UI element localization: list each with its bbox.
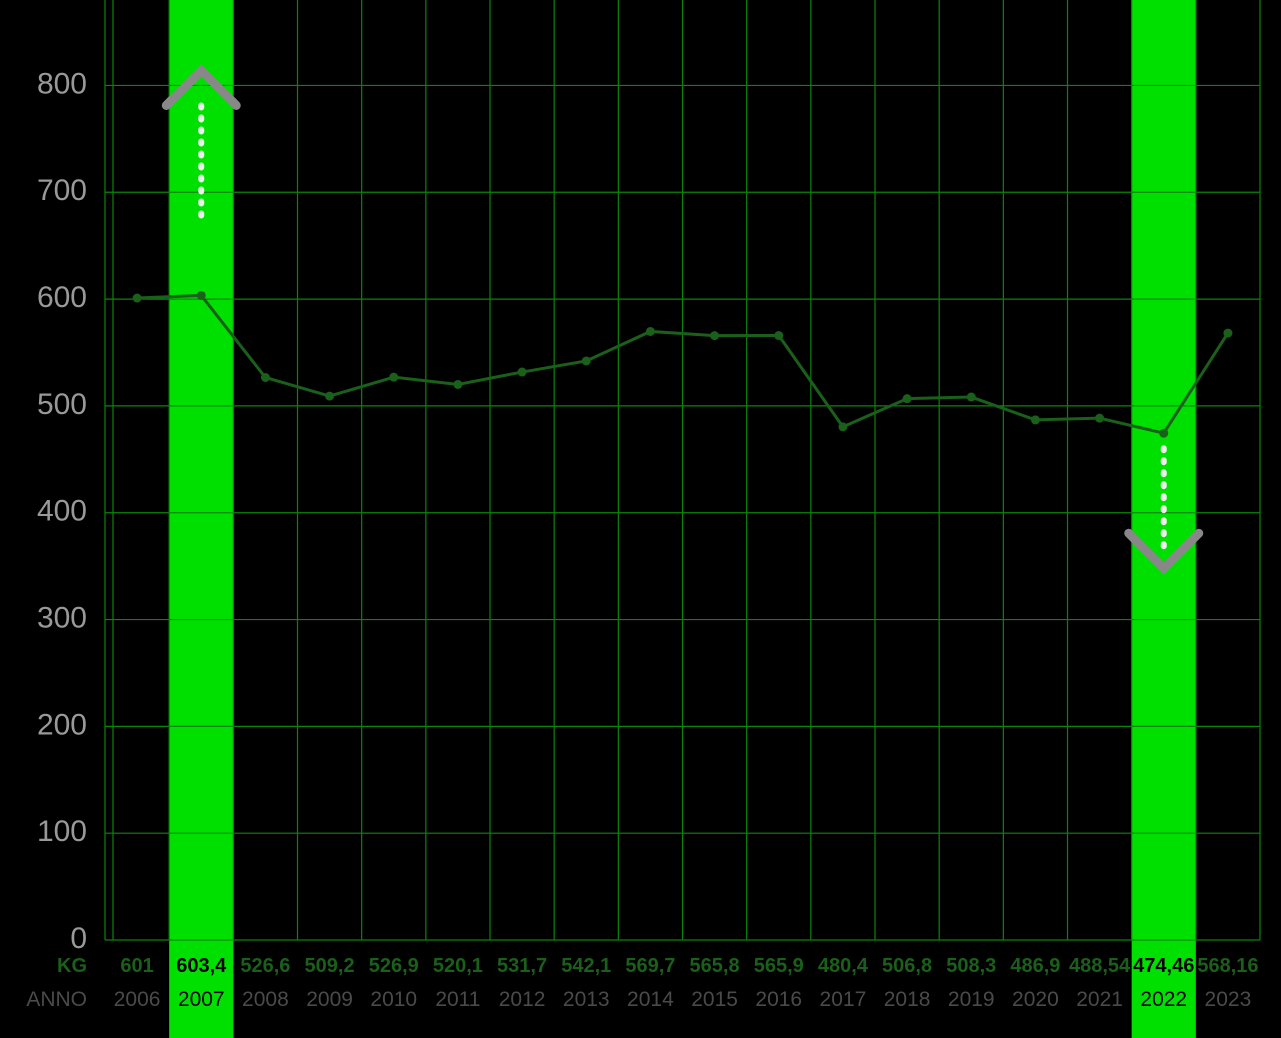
data-point [1095,414,1104,423]
data-point [774,331,783,340]
kg-value-label: 480,4 [818,955,869,977]
data-point [518,368,527,377]
data-point [453,380,462,389]
data-point [1159,429,1168,438]
year-label: 2011 [435,988,480,1011]
kg-value-label: 520,1 [433,955,483,977]
data-point [646,327,655,336]
y-tick-label: 300 [37,601,87,634]
data-point [710,331,719,340]
kg-value-label: 508,3 [946,955,996,977]
y-tick-label: 700 [37,174,87,207]
y-tick-label: 500 [37,388,87,421]
kg-value-label: 565,8 [690,955,740,977]
year-label: 2017 [820,988,867,1011]
data-point [325,392,334,401]
line-chart: 0 100 200 300 400 500 600 700 800 KG ANNO 601 2006 60… [0,0,1281,1038]
kg-value-label: 565,9 [754,955,804,977]
y-tick-label: 0 [70,922,87,955]
kg-value-label: 506,8 [882,955,932,977]
data-point [261,373,270,382]
kg-value-label: 474,46 [1133,955,1194,977]
year-label: 2009 [306,988,353,1011]
y-tick-label: 800 [37,67,87,100]
y-tick-label: 100 [37,815,87,848]
kg-value-label: 542,1 [561,955,611,977]
y-tick-label: 600 [37,281,87,314]
year-label: 2023 [1205,988,1252,1011]
grid [105,0,1260,940]
kg-value-label: 603,4 [176,955,227,977]
year-label: 2015 [691,988,738,1011]
kg-value-label: 568,16 [1197,955,1258,977]
year-label: 2018 [884,988,931,1011]
anno-row-header: ANNO [26,988,87,1011]
kg-value-label: 526,6 [240,955,290,977]
year-label: 2008 [242,988,289,1011]
kg-value-label: 486,9 [1010,955,1060,977]
year-label: 2007 [178,988,225,1011]
data-point [582,356,591,365]
data-point [967,393,976,402]
y-tick-label: 200 [37,708,87,741]
kg-value-label: 601 [120,955,153,977]
year-label: 2016 [755,988,802,1011]
year-label: 2006 [114,988,161,1011]
kg-value-label: 526,9 [369,955,419,977]
year-label: 2022 [1140,988,1187,1011]
data-point [1223,329,1232,338]
chart-svg: 0 100 200 300 400 500 600 700 800 KG ANNO 601 2006 60… [0,0,1281,1038]
kg-value-label: 531,7 [497,955,547,977]
data-point [389,373,398,382]
kg-value-label: 488,54 [1069,955,1131,977]
kg-value-label: 569,7 [625,955,675,977]
kg-value-label: 509,2 [305,955,355,977]
data-point [838,422,847,431]
year-label: 2020 [1012,988,1059,1011]
data-point [133,294,142,303]
data-point [1031,415,1040,424]
year-label: 2014 [627,988,674,1011]
kg-row-header: KG [57,955,87,977]
y-tick-label: 400 [37,495,87,528]
year-label: 2012 [499,988,546,1011]
year-label: 2010 [370,988,417,1011]
year-label: 2013 [563,988,610,1011]
data-point [903,394,912,403]
year-label: 2019 [948,988,995,1011]
data-point [197,291,206,300]
year-label: 2021 [1076,988,1123,1011]
